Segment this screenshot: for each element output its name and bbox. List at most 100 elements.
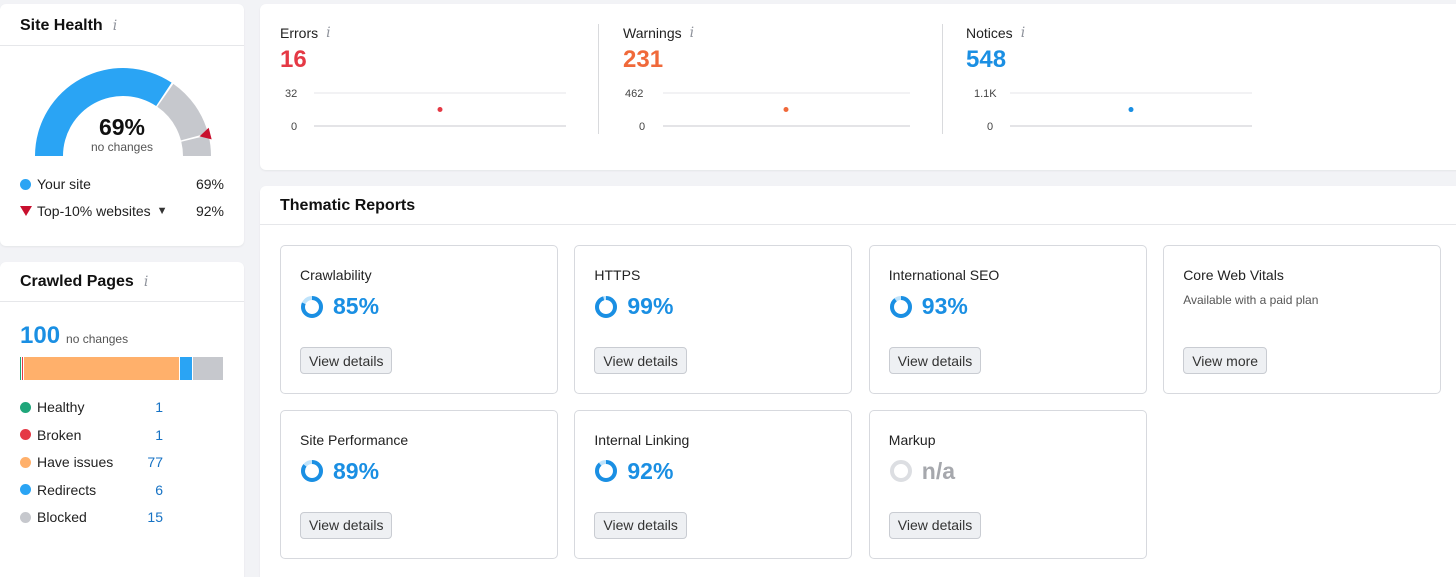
report-name[interactable]: Internal Linking — [594, 431, 690, 448]
view-details-button[interactable]: View details — [300, 347, 393, 374]
progress-ring-icon — [889, 295, 912, 318]
stacked-bar-segment-have-issues[interactable] — [24, 357, 181, 380]
notices-panel: Notices i 548 1.1K 0 — [946, 4, 1286, 170]
report-score: 93% — [889, 293, 968, 320]
report-name[interactable]: Markup — [888, 431, 936, 448]
errors-count[interactable]: 16 — [280, 46, 307, 73]
crawled-row-label: Redirects — [37, 481, 97, 498]
progress-ring-icon — [889, 460, 912, 482]
crawled-row-count[interactable]: 1 — [155, 399, 163, 415]
progress-ring-icon — [595, 295, 618, 318]
view-details-button[interactable]: View details — [594, 511, 687, 539]
your-site-dot-icon — [20, 178, 31, 190]
errors-panel: Errors i 16 32 0 — [260, 4, 600, 170]
divider — [598, 24, 599, 134]
report-tile-site-performance: Site Performance 89% View details — [280, 409, 558, 559]
ring-fill — [301, 295, 323, 318]
report-score-value: 85% — [333, 293, 380, 319]
progress-ring-icon — [595, 460, 618, 482]
top10-marker-icon — [199, 127, 212, 140]
thematic-reports-card: Thematic Reports Crawlability 85% View d… — [260, 186, 1456, 577]
issues-card: Errors i 16 32 0 Warnings i 231 462 0 No… — [260, 4, 1456, 170]
site-health-change: no changes — [90, 140, 154, 154]
crawled-row-healthy: Healthy 1 — [20, 399, 163, 415]
stacked-bar-segment-healthy[interactable] — [20, 357, 23, 380]
status-dot-icon — [20, 401, 31, 413]
notices-sparkline: 1.1K 0 — [974, 88, 1252, 133]
report-name[interactable]: HTTPS — [594, 267, 641, 283]
site-health-title-text: Site Health — [20, 17, 103, 34]
stacked-bar-segment-redirects[interactable] — [180, 357, 193, 380]
view-details-button[interactable]: View details — [594, 347, 687, 374]
notices-label: Notices i — [966, 25, 1025, 41]
legend-top10[interactable]: Top-10% websites ▼ 92% — [20, 203, 224, 219]
view-details-button[interactable]: View details — [888, 511, 982, 539]
crawled-stacked-bar[interactable] — [20, 357, 223, 380]
status-dot-icon — [20, 484, 31, 495]
report-score: 85% — [300, 293, 379, 320]
warnings-panel: Warnings i 231 462 0 — [603, 4, 943, 170]
crawled-row-count[interactable]: 6 — [155, 481, 163, 498]
report-score: 99% — [594, 293, 673, 320]
stacked-bar-segment-broken[interactable] — [22, 357, 25, 380]
divider — [260, 224, 1456, 225]
gauge-remaining-arc — [181, 135, 211, 156]
stacked-bar-segment-blocked[interactable] — [192, 357, 223, 380]
crawled-row-count[interactable]: 77 — [147, 454, 163, 470]
info-icon[interactable]: i — [112, 18, 118, 34]
warnings-label-text: Warnings — [623, 25, 682, 41]
view-details-button[interactable]: View details — [300, 511, 393, 539]
y-min-label: 0 — [987, 121, 993, 133]
legend-label[interactable]: Top-10% websites — [37, 203, 151, 219]
crawled-row-label: Have issues — [37, 454, 114, 470]
crawled-pages-card: Crawled Pages i 100 no changes Healthy 1 B… — [0, 262, 244, 577]
info-icon[interactable]: i — [689, 25, 695, 41]
report-score: 89% — [300, 458, 379, 485]
legend-value: 69% — [195, 176, 224, 192]
y-min-label: 0 — [639, 121, 645, 133]
progress-ring-icon — [301, 460, 323, 482]
report-score-value: 93% — [921, 293, 968, 319]
status-dot-icon — [20, 511, 31, 523]
report-name[interactable]: Site Performance — [300, 431, 409, 448]
report-score-value: n/a — [921, 457, 956, 484]
gauge-your-site-arc — [35, 67, 172, 156]
crawled-row-count[interactable]: 15 — [147, 509, 163, 525]
warnings-sparkline: 462 0 — [625, 88, 910, 133]
report-name[interactable]: Core Web Vitals — [1183, 267, 1284, 283]
crawled-total: 100 no changes — [20, 322, 128, 350]
site-health-gauge — [35, 67, 212, 156]
report-name[interactable]: Crawlability — [300, 267, 372, 283]
status-dot-icon — [20, 429, 31, 440]
report-name[interactable]: International SEO — [888, 267, 1000, 283]
crawled-row-blocked: Blocked 15 — [20, 509, 163, 525]
notices-count[interactable]: 548 — [966, 46, 1007, 73]
info-icon[interactable]: i — [143, 274, 149, 290]
crawled-pages-title: Crawled Pages i — [20, 273, 148, 291]
ring-fill — [301, 460, 323, 482]
info-icon[interactable]: i — [1020, 25, 1026, 41]
view-details-button[interactable]: View details — [888, 347, 982, 374]
report-score: 92% — [594, 458, 673, 485]
warnings-count[interactable]: 231 — [623, 46, 664, 73]
report-tile-core-web-vitals: Core Web Vitals Available with a paid pla… — [1163, 245, 1442, 394]
report-score-value: 92% — [627, 457, 674, 484]
divider — [0, 45, 244, 46]
thematic-reports-title: Thematic Reports — [280, 197, 416, 214]
crawled-row-have-issues: Have issues 77 — [20, 454, 163, 470]
status-dot-icon — [20, 456, 31, 468]
ring-fill — [889, 295, 912, 318]
report-tile-markup: Markup n/a View details — [868, 409, 1147, 559]
report-tile-crawlability: Crawlability 85% View details — [280, 245, 558, 394]
report-tile-internal-linking: Internal Linking 92% View details — [574, 409, 853, 559]
view-more-button[interactable]: View more — [1183, 347, 1268, 374]
notices-data-point — [1128, 107, 1134, 113]
chevron-down-icon[interactable]: ▼ — [156, 205, 168, 217]
crawled-total-count[interactable]: 100 — [20, 322, 61, 349]
site-health-title: Site Health i — [20, 17, 117, 35]
info-icon[interactable]: i — [326, 25, 331, 41]
crawled-row-count[interactable]: 1 — [155, 426, 163, 443]
site-health-score: 69% — [98, 114, 146, 140]
crawled-pages-title-text: Crawled Pages — [20, 273, 134, 290]
report-score: n/a — [889, 458, 955, 485]
